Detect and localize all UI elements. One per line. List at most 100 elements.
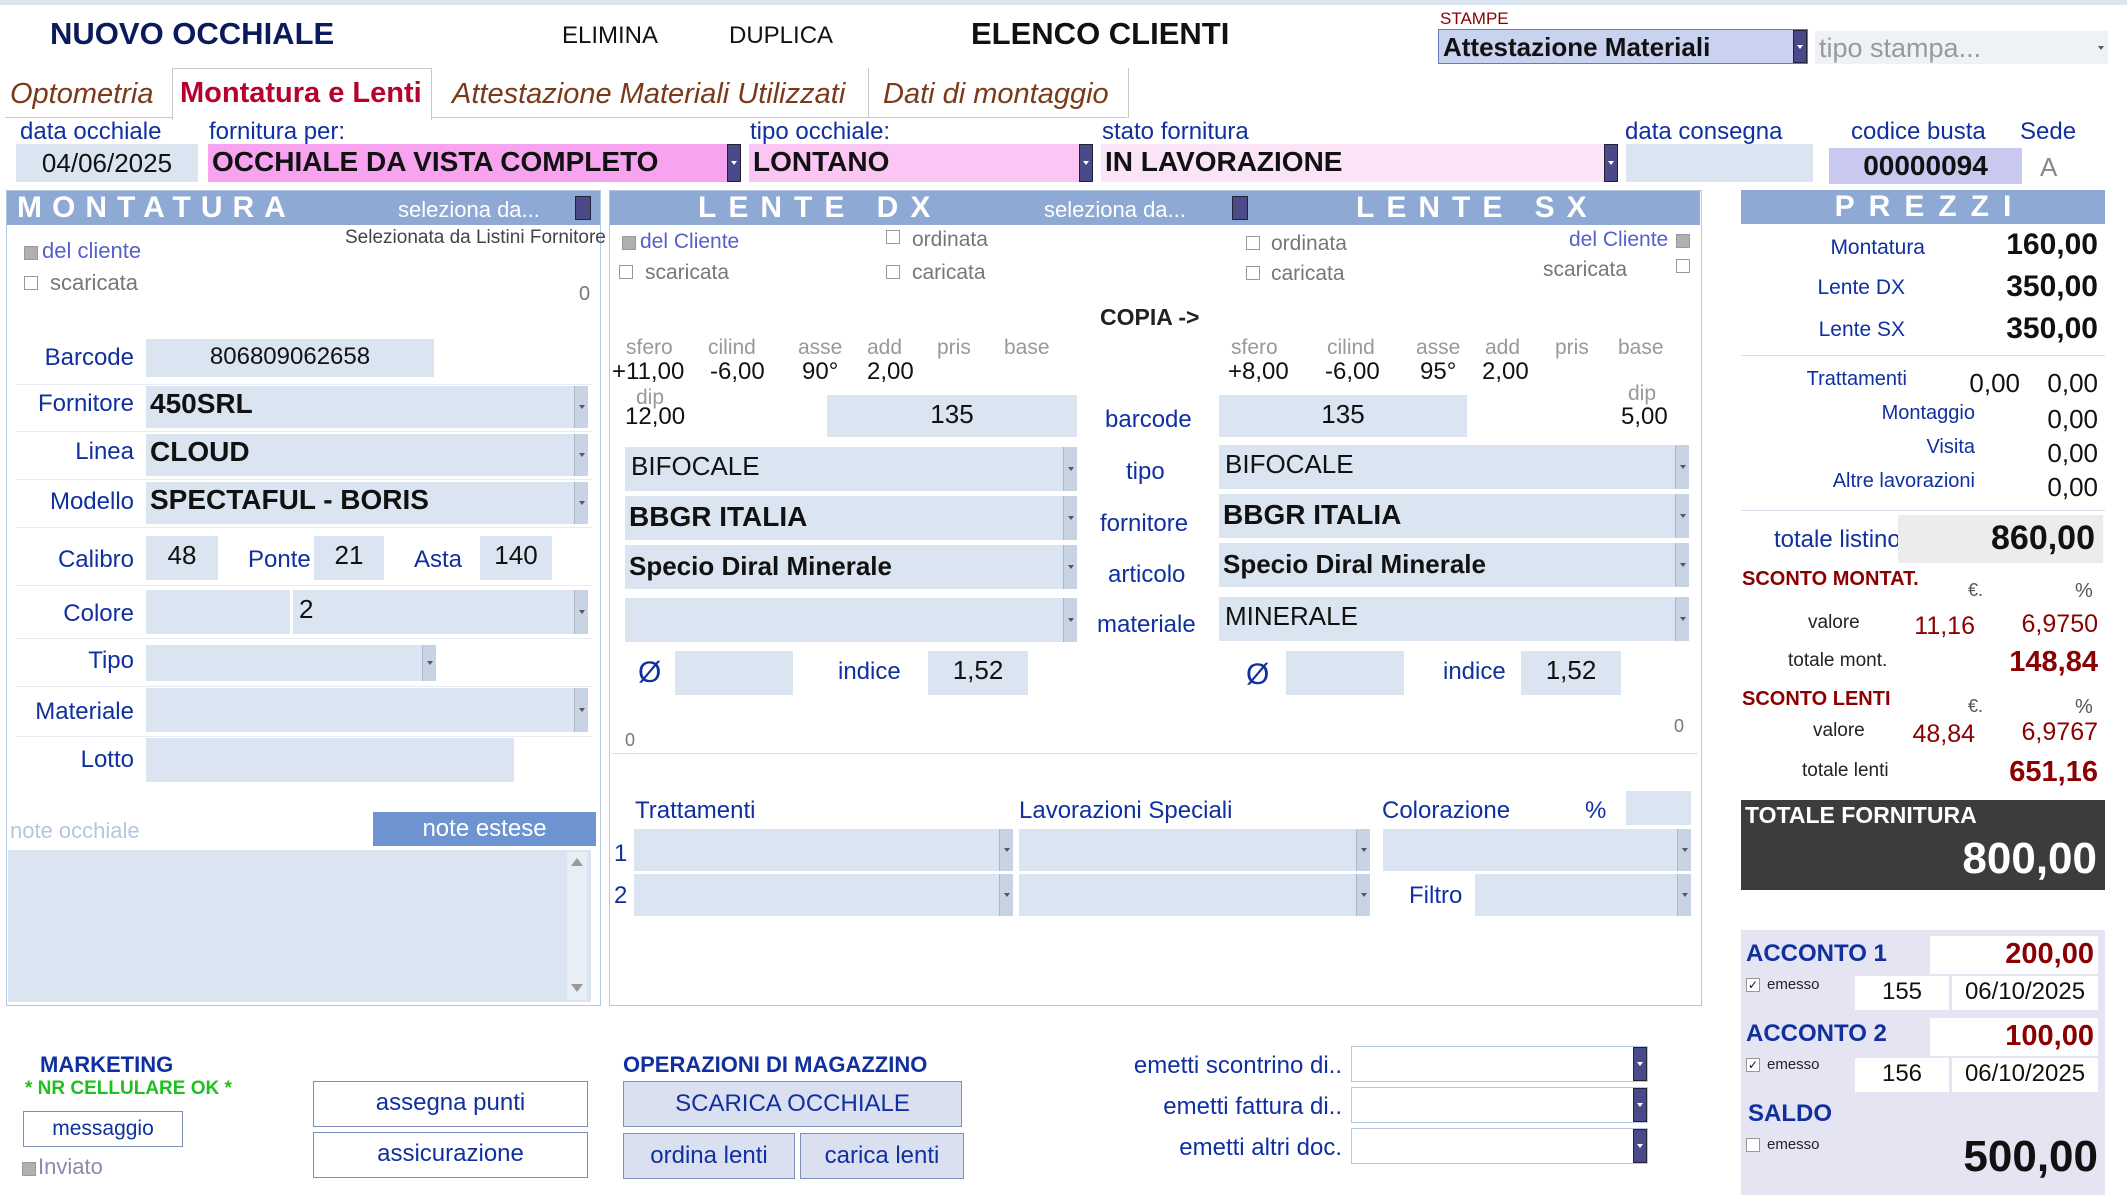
note-scrollbar[interactable] — [567, 852, 587, 1000]
colore-select[interactable]: 2 — [293, 590, 588, 634]
lavorazione-2-select[interactable] — [1019, 874, 1370, 916]
linea-select[interactable]: CLOUD — [146, 434, 588, 476]
sx-ordinata-checkbox[interactable] — [1246, 236, 1260, 250]
materiale-select[interactable] — [146, 688, 588, 732]
sx-scaricata-checkbox[interactable] — [1676, 259, 1690, 273]
acconto2-value[interactable]: 100,00 — [1930, 1018, 2098, 1056]
saldo-emesso-checkbox[interactable] — [1746, 1138, 1760, 1152]
tab-attestazione[interactable]: Attestazione Materiali Utilizzati — [452, 78, 846, 110]
inviato-checkbox[interactable] — [22, 1162, 36, 1176]
sx-materiale-select[interactable]: MINERALE — [1219, 597, 1689, 641]
stampe-select[interactable]: Attestazione Materiali — [1438, 29, 1808, 64]
sconto-lenti-valore[interactable]: 48,84 — [1912, 720, 1975, 748]
codice-busta-field[interactable]: 00000094 — [1829, 148, 2022, 184]
ponte-field[interactable]: 21 — [314, 536, 384, 580]
duplica-button[interactable]: DUPLICA — [729, 22, 834, 49]
tab-dati-montaggio[interactable]: Dati di montaggio — [883, 78, 1109, 110]
dx-articolo-select[interactable]: Specio Diral Minerale — [625, 545, 1077, 589]
stato-fornitura-select[interactable]: IN LAVORAZIONE — [1101, 144, 1618, 182]
acconto1-data[interactable]: 06/10/2025 — [1952, 976, 2098, 1010]
sx-cilind[interactable]: -6,00 — [1325, 358, 1380, 385]
dx-sfero[interactable]: +11,00 — [612, 358, 685, 385]
lavorazione-1-select[interactable] — [1019, 829, 1370, 871]
sx-caricata-checkbox[interactable] — [1246, 266, 1260, 280]
sx-fornitore-select[interactable]: BBGR ITALIA — [1219, 494, 1689, 538]
montatura-seleziona-dropdown[interactable] — [575, 196, 591, 220]
acconto1-value[interactable]: 200,00 — [1930, 936, 2098, 974]
lenti-seleziona-dropdown[interactable] — [1232, 196, 1248, 220]
data-occhiale-field[interactable]: 04/06/2025 — [16, 144, 198, 182]
tipo-select[interactable] — [146, 645, 436, 681]
acconto1-emesso-checkbox[interactable]: ✓ — [1746, 978, 1760, 992]
tipo-stampa-select[interactable]: tipo stampa... — [1815, 31, 2108, 64]
barcode-field[interactable]: 806809062658 — [146, 339, 434, 377]
fornitore-select[interactable]: 450SRL — [146, 386, 588, 428]
note-occhiale-textarea[interactable] — [8, 850, 591, 1002]
dx-scaricata-checkbox[interactable] — [619, 265, 633, 279]
prezzo-montatura[interactable]: 160,00 — [2006, 228, 2098, 261]
tab-montatura-lenti[interactable]: Montatura e Lenti — [172, 68, 432, 120]
elimina-button[interactable]: ELIMINA — [562, 22, 659, 49]
sx-sfero[interactable]: +8,00 — [1228, 358, 1289, 385]
lotto-field[interactable] — [146, 738, 514, 782]
ordina-lenti-button[interactable]: ordina lenti — [623, 1133, 795, 1179]
sx-del-cliente-checkbox[interactable] — [1676, 234, 1690, 248]
scarica-occhiale-button[interactable]: SCARICA OCCHIALE — [623, 1081, 962, 1127]
sx-diametro-field[interactable] — [1286, 651, 1404, 695]
acconto2-data[interactable]: 06/10/2025 — [1952, 1058, 2098, 1092]
elenco-clienti-button[interactable]: ELENCO CLIENTI — [971, 16, 1230, 51]
scroll-up-icon[interactable] — [571, 858, 583, 866]
sx-tipo-select[interactable]: BIFOCALE — [1219, 445, 1689, 489]
fornitura-select[interactable]: OCCHIALE DA VISTA COMPLETO — [208, 144, 741, 182]
carica-lenti-button[interactable]: carica lenti — [800, 1133, 964, 1179]
modello-select[interactable]: SPECTAFUL - BORIS — [146, 482, 588, 524]
altri-doc-select[interactable] — [1351, 1128, 1648, 1164]
visita-prezzo[interactable]: 0,00 — [2047, 438, 2098, 468]
scroll-down-icon[interactable] — [571, 984, 583, 992]
trattamento-1-select[interactable] — [634, 829, 1013, 871]
calibro-field[interactable]: 48 — [146, 536, 218, 580]
trattamenti-prezzo-b[interactable]: 0,00 — [2047, 368, 2098, 398]
sx-dip[interactable]: 5,00 — [1621, 403, 1668, 430]
dx-asse[interactable]: 90° — [802, 358, 839, 385]
dx-fornitore-select[interactable]: BBGR ITALIA — [625, 496, 1077, 540]
dx-del-cliente-checkbox[interactable] — [622, 236, 636, 250]
dx-barcode-field[interactable]: 135 — [827, 395, 1077, 437]
dx-cilind[interactable]: -6,00 — [710, 358, 765, 385]
messaggio-button[interactable]: messaggio — [23, 1111, 183, 1147]
data-consegna-field[interactable] — [1626, 144, 1813, 182]
dx-add[interactable]: 2,00 — [867, 358, 914, 385]
note-estese-button[interactable]: note estese — [373, 812, 596, 846]
assegna-punti-button[interactable]: assegna punti — [313, 1081, 588, 1127]
scaricata-checkbox[interactable] — [24, 276, 38, 290]
tipo-occhiale-select[interactable]: LONTANO — [749, 144, 1093, 182]
sx-asse[interactable]: 95° — [1420, 358, 1457, 385]
sconto-mont-perc[interactable]: 6,9750 — [2021, 610, 2098, 638]
dx-ordinata-checkbox[interactable] — [886, 230, 900, 244]
assicurazione-button[interactable]: assicurazione — [313, 1132, 588, 1178]
colorazione-select[interactable] — [1383, 829, 1691, 871]
del-cliente-checkbox[interactable] — [24, 246, 38, 260]
trattamento-2-select[interactable] — [634, 874, 1013, 916]
scontrino-select[interactable] — [1351, 1046, 1648, 1082]
prezzo-lente-dx[interactable]: 350,00 — [2006, 270, 2098, 303]
acconto2-numero[interactable]: 156 — [1855, 1058, 1949, 1092]
dx-dip[interactable]: 12,00 — [625, 403, 686, 430]
dx-materiale-select[interactable] — [625, 598, 1077, 642]
dx-diametro-field[interactable] — [675, 651, 793, 695]
fattura-select[interactable] — [1351, 1087, 1648, 1123]
tab-optometria[interactable]: Optometria — [10, 78, 154, 110]
montaggio-prezzo[interactable]: 0,00 — [2047, 404, 2098, 434]
colore-code-field[interactable] — [146, 590, 290, 634]
altre-lavorazioni-prezzo[interactable]: 0,00 — [2047, 472, 2098, 502]
prezzo-lente-sx[interactable]: 350,00 — [2006, 312, 2098, 345]
copia-button[interactable]: COPIA -> — [1100, 304, 1200, 330]
sx-articolo-select[interactable]: Specio Diral Minerale — [1219, 543, 1689, 587]
acconto1-numero[interactable]: 155 — [1855, 976, 1949, 1010]
sconto-mont-valore[interactable]: 11,16 — [1914, 612, 1975, 640]
asta-field[interactable]: 140 — [480, 536, 552, 580]
sx-indice-field[interactable]: 1,52 — [1521, 651, 1621, 695]
sconto-lenti-perc[interactable]: 6,9767 — [2021, 718, 2098, 746]
dx-indice-field[interactable]: 1,52 — [928, 651, 1028, 695]
sx-add[interactable]: 2,00 — [1482, 358, 1529, 385]
